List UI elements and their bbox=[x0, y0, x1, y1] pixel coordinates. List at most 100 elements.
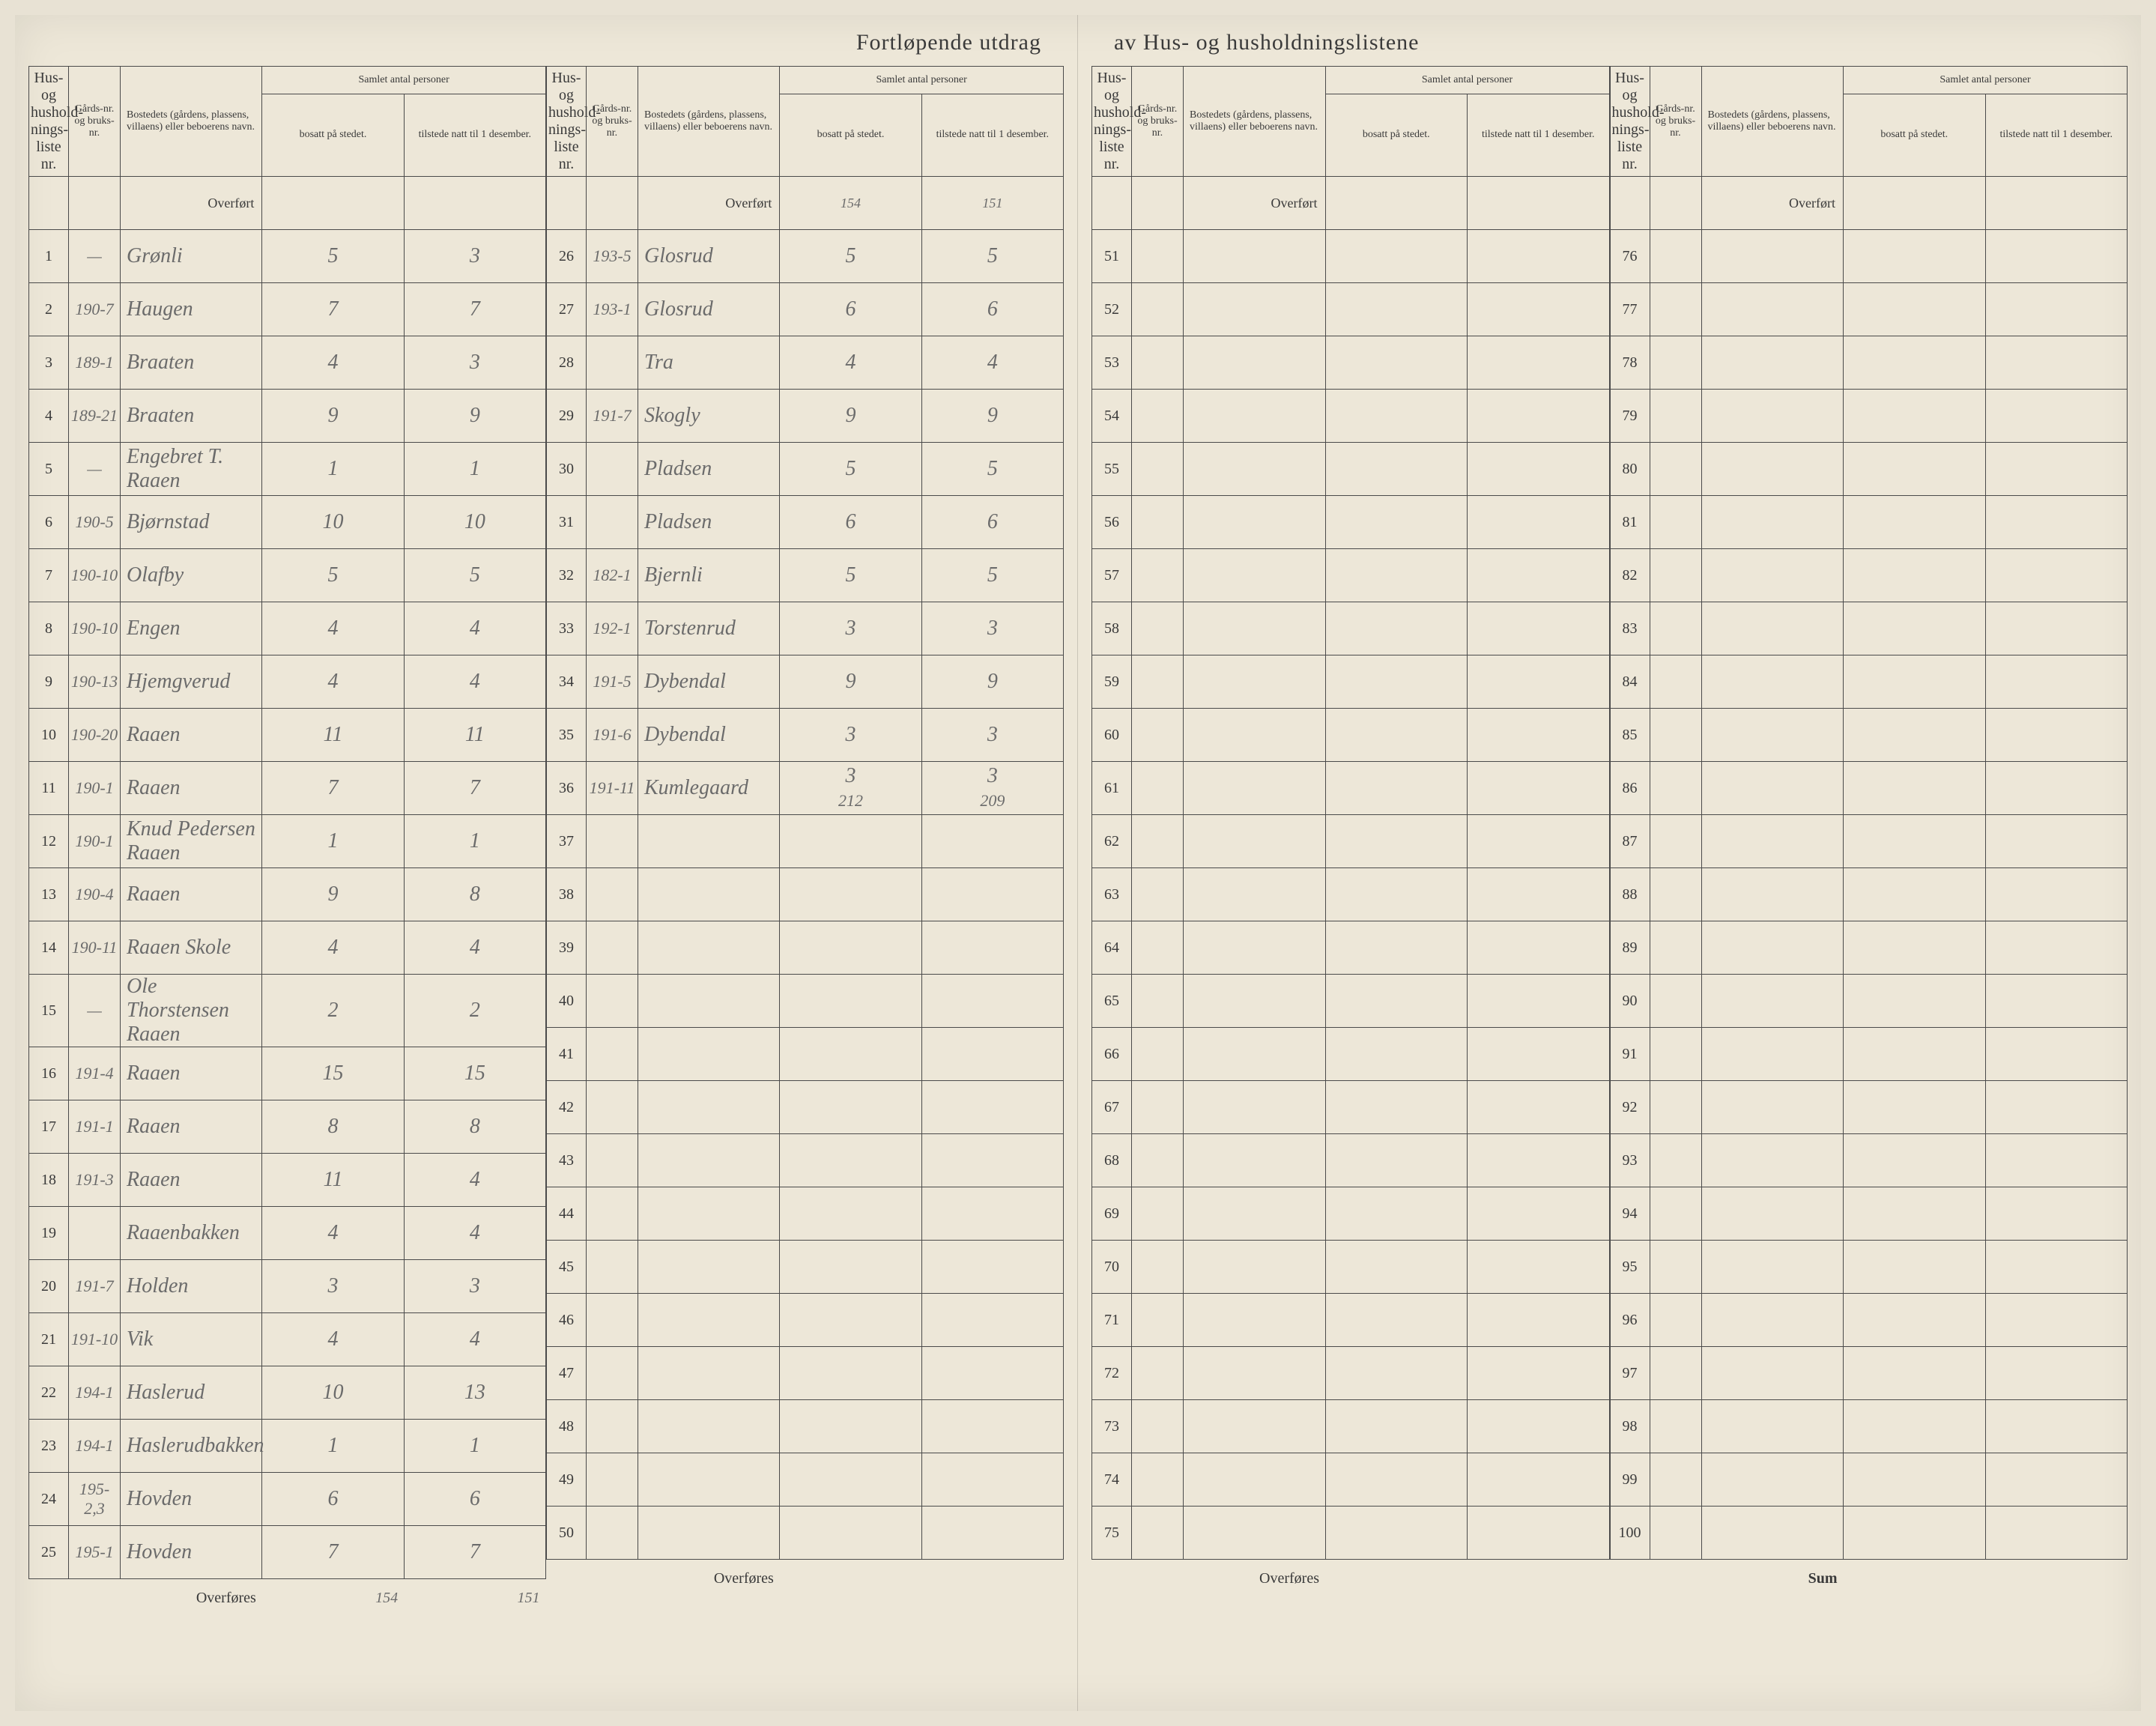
tilstede-val bbox=[1468, 336, 1610, 390]
gard-nr bbox=[587, 1453, 638, 1507]
bosatt-val bbox=[1325, 390, 1468, 443]
bosatt-val: 3212 bbox=[780, 762, 921, 815]
table-row: 67 bbox=[1092, 1081, 1610, 1134]
gard-nr: 192-1 bbox=[587, 602, 638, 655]
gard-nr: 191-4 bbox=[69, 1047, 121, 1100]
bosted-navn bbox=[1701, 496, 1844, 549]
subtotal-bosatt: 212 bbox=[838, 791, 863, 810]
table-row: 29 191-7 Skogly 9 9 bbox=[547, 390, 1064, 443]
bosted-navn: Glosrud bbox=[638, 230, 780, 283]
tilstede-val bbox=[921, 1453, 1063, 1507]
row-index: 54 bbox=[1092, 390, 1132, 443]
row-index: 84 bbox=[1610, 655, 1650, 709]
tilstede-val: 5 bbox=[921, 549, 1063, 602]
table-row: 40 bbox=[547, 975, 1064, 1028]
bosted-navn bbox=[1184, 1187, 1326, 1241]
table-row: 56 bbox=[1092, 496, 1610, 549]
bosted-navn bbox=[1701, 921, 1844, 975]
row-index: 46 bbox=[547, 1294, 587, 1347]
bosted-navn: Hjemgverud bbox=[121, 655, 262, 709]
table-row: 38 bbox=[547, 868, 1064, 921]
table-header: Hus- og hushold-nings-liste nr. Gårds-nr… bbox=[1092, 67, 1610, 177]
row-index: 78 bbox=[1610, 336, 1650, 390]
gard-nr bbox=[1132, 602, 1184, 655]
tilstede-val bbox=[1985, 762, 2128, 815]
bosted-navn bbox=[1701, 390, 1844, 443]
tilstede-val: 1 bbox=[404, 1420, 545, 1473]
tilstede-val bbox=[1985, 1081, 2128, 1134]
bosatt-val bbox=[1325, 1400, 1468, 1453]
bosatt-val: 5 bbox=[780, 443, 921, 496]
gard-nr bbox=[1650, 975, 1701, 1028]
row-index: 23 bbox=[29, 1420, 69, 1473]
bosatt-val bbox=[1325, 868, 1468, 921]
gard-nr bbox=[1650, 1187, 1701, 1241]
row-index: 93 bbox=[1610, 1134, 1650, 1187]
tilstede-val: 13 bbox=[404, 1366, 545, 1420]
gard-nr bbox=[1132, 762, 1184, 815]
gard-nr bbox=[587, 1347, 638, 1400]
tilstede-val: 4 bbox=[404, 602, 545, 655]
ledger-table: Hus- og hushold-nings-liste nr. Gårds-nr… bbox=[1091, 66, 1610, 1597]
bosted-navn bbox=[1701, 815, 1844, 868]
overfores-bosatt: 154 bbox=[262, 1579, 404, 1617]
overfores-row: Overføres 154 151 bbox=[29, 1579, 546, 1617]
tilstede-val bbox=[921, 1507, 1063, 1560]
overfores-bosatt bbox=[1325, 1560, 1468, 1598]
gard-nr bbox=[587, 1134, 638, 1187]
table-row: 86 bbox=[1610, 762, 2128, 815]
row-index: 28 bbox=[547, 336, 587, 390]
bosted-navn bbox=[638, 1507, 780, 1560]
table-row: 1 — Grønli 5 3 bbox=[29, 230, 546, 283]
overfores-label: Overføres bbox=[547, 1560, 780, 1598]
bosted-navn bbox=[1701, 1347, 1844, 1400]
gard-nr: — bbox=[69, 975, 121, 1047]
bosatt-val bbox=[780, 815, 921, 868]
row-index: 19 bbox=[29, 1207, 69, 1260]
tilstede-val bbox=[1468, 975, 1610, 1028]
bosatt-val bbox=[1844, 868, 1986, 921]
gard-nr bbox=[1650, 1134, 1701, 1187]
sum-row: Sum bbox=[1610, 1560, 2128, 1598]
row-index: 48 bbox=[547, 1400, 587, 1453]
bosted-navn bbox=[1701, 1507, 1844, 1560]
table-row: 100 bbox=[1610, 1507, 2128, 1560]
table-row: 16 191-4 Raaen 15 15 bbox=[29, 1047, 546, 1100]
table-row: 72 bbox=[1092, 1347, 1610, 1400]
tilstede-val bbox=[921, 921, 1063, 975]
col-tilstede: tilstede natt til 1 desember. bbox=[1468, 94, 1610, 177]
bosted-navn bbox=[1701, 283, 1844, 336]
row-index: 11 bbox=[29, 762, 69, 815]
gard-nr bbox=[587, 975, 638, 1028]
table-row: 80 bbox=[1610, 443, 2128, 496]
tilstede-val: 9 bbox=[921, 655, 1063, 709]
table-row: 88 bbox=[1610, 868, 2128, 921]
bosted-navn bbox=[638, 1400, 780, 1453]
tilstede-val: 4 bbox=[921, 336, 1063, 390]
table-row: 83 bbox=[1610, 602, 2128, 655]
col-hus: Hus- og hushold-nings-liste nr. bbox=[547, 67, 587, 177]
gard-nr bbox=[1650, 336, 1701, 390]
row-index: 67 bbox=[1092, 1081, 1132, 1134]
gard-nr bbox=[1132, 921, 1184, 975]
table-row: 71 bbox=[1092, 1294, 1610, 1347]
tilstede-val: 3 bbox=[404, 336, 545, 390]
row-index: 77 bbox=[1610, 283, 1650, 336]
bosted-navn bbox=[1184, 1241, 1326, 1294]
table-row: 73 bbox=[1092, 1400, 1610, 1453]
page-title-left: Fortløpende utdrag bbox=[28, 30, 1064, 55]
tilstede-val bbox=[1985, 921, 2128, 975]
bosted-navn bbox=[1184, 496, 1326, 549]
gard-nr bbox=[1650, 443, 1701, 496]
bosatt-val bbox=[780, 1400, 921, 1453]
bosted-navn: Pladsen bbox=[638, 496, 780, 549]
table-row: 6 190-5 Bjørnstad 10 10 bbox=[29, 496, 546, 549]
table-row: 27 193-1 Glosrud 6 6 bbox=[547, 283, 1064, 336]
gard-nr bbox=[587, 921, 638, 975]
table-row: 64 bbox=[1092, 921, 1610, 975]
bosatt-val bbox=[1325, 1294, 1468, 1347]
table-row: 34 191-5 Dybendal 9 9 bbox=[547, 655, 1064, 709]
row-index: 36 bbox=[547, 762, 587, 815]
gard-nr: 194-1 bbox=[69, 1420, 121, 1473]
table-row: 54 bbox=[1092, 390, 1610, 443]
